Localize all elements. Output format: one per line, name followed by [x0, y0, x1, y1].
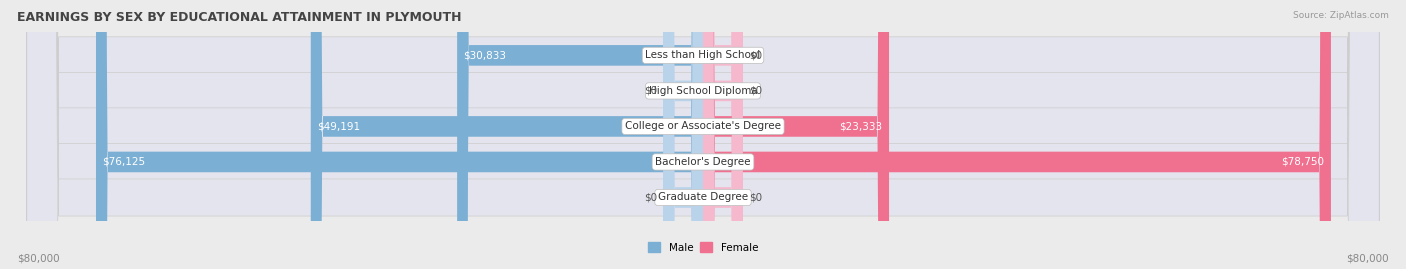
FancyBboxPatch shape: [664, 0, 703, 269]
FancyBboxPatch shape: [27, 0, 1379, 269]
Text: $23,333: $23,333: [839, 121, 883, 132]
FancyBboxPatch shape: [27, 0, 1379, 269]
FancyBboxPatch shape: [96, 0, 703, 269]
Text: EARNINGS BY SEX BY EDUCATIONAL ATTAINMENT IN PLYMOUTH: EARNINGS BY SEX BY EDUCATIONAL ATTAINMEN…: [17, 11, 461, 24]
FancyBboxPatch shape: [703, 0, 889, 269]
Text: Source: ZipAtlas.com: Source: ZipAtlas.com: [1294, 11, 1389, 20]
FancyBboxPatch shape: [27, 0, 1379, 269]
FancyBboxPatch shape: [703, 0, 742, 269]
Text: $0: $0: [644, 86, 657, 96]
Text: High School Diploma: High School Diploma: [648, 86, 758, 96]
Text: $80,000: $80,000: [17, 254, 59, 264]
Text: $0: $0: [749, 86, 762, 96]
Text: $0: $0: [749, 193, 762, 203]
Text: College or Associate's Degree: College or Associate's Degree: [626, 121, 780, 132]
Text: $0: $0: [749, 50, 762, 60]
FancyBboxPatch shape: [311, 0, 703, 269]
FancyBboxPatch shape: [703, 0, 742, 269]
Text: $78,750: $78,750: [1281, 157, 1324, 167]
Text: Less than High School: Less than High School: [645, 50, 761, 60]
Text: $30,833: $30,833: [464, 50, 506, 60]
FancyBboxPatch shape: [703, 0, 1331, 269]
Text: $76,125: $76,125: [103, 157, 145, 167]
FancyBboxPatch shape: [27, 0, 1379, 269]
Text: Bachelor's Degree: Bachelor's Degree: [655, 157, 751, 167]
Text: $80,000: $80,000: [1347, 254, 1389, 264]
FancyBboxPatch shape: [457, 0, 703, 269]
FancyBboxPatch shape: [703, 0, 742, 269]
FancyBboxPatch shape: [664, 0, 703, 269]
FancyBboxPatch shape: [27, 0, 1379, 269]
Legend: Male, Female: Male, Female: [644, 238, 762, 257]
Text: $49,191: $49,191: [318, 121, 360, 132]
Text: $0: $0: [644, 193, 657, 203]
Text: Graduate Degree: Graduate Degree: [658, 193, 748, 203]
